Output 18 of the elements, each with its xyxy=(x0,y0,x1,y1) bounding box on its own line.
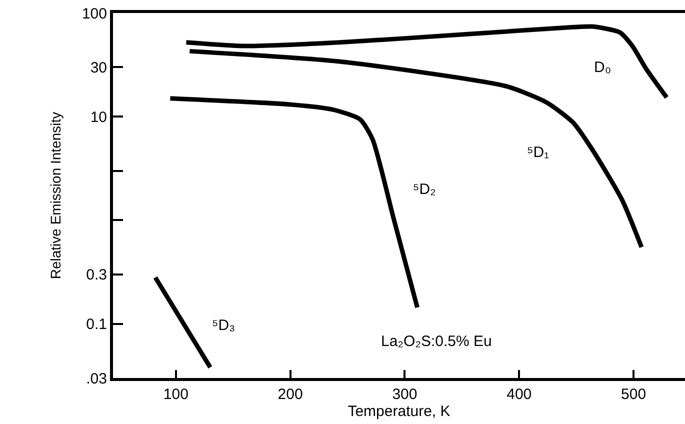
x-axis-title: Temperature, K xyxy=(348,403,450,420)
x-tick-label: 100 xyxy=(163,386,188,403)
series-label: ⁵D₃ xyxy=(212,317,236,334)
x-tick-label: 300 xyxy=(392,386,418,403)
x-tick-label: 500 xyxy=(621,386,646,403)
y-tick-label: 30 xyxy=(90,59,107,76)
y-tick-label: 0.1 xyxy=(86,316,107,334)
text: ⁵D₁ xyxy=(527,144,550,161)
annotation: La₂O₂S:0.5% Eu xyxy=(381,333,492,350)
y-tick-label: 0.3 xyxy=(86,266,107,284)
y-tick-label: .03 xyxy=(86,370,107,388)
y-tick-label: 10 xyxy=(90,108,107,126)
y-tick-label: 100 xyxy=(82,5,107,22)
x-tick-label: 400 xyxy=(506,386,532,403)
x-tick-label: 200 xyxy=(278,386,303,403)
series-label: D₀ xyxy=(594,59,612,76)
series-label: ⁵D₂ xyxy=(413,181,436,198)
y-axis-title: Relative Emission Intensity xyxy=(48,112,64,280)
